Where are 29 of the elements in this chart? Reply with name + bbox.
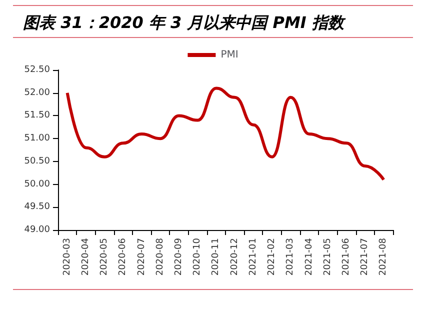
- x-tick-label: 2021-02: [267, 238, 278, 276]
- y-tick-label: 50.00: [24, 179, 50, 190]
- x-tick-label: 2020-11: [211, 238, 222, 276]
- chart-title: 图表 31：2020 年 3 月以来中国 PMI 指数: [13, 5, 413, 38]
- x-tick-label: 2021-05: [322, 238, 333, 276]
- x-tick-label: 2020-04: [80, 238, 91, 276]
- x-tick-label: 2020-08: [155, 238, 166, 276]
- x-tick-label: 2020-07: [136, 238, 147, 276]
- x-tick-label: 2020-03: [62, 238, 72, 276]
- legend-label: PMI: [220, 50, 238, 60]
- y-tick-label: 49.00: [24, 225, 50, 235]
- x-tick-label: 2021-01: [248, 238, 258, 276]
- x-tick-label: 2021-03: [286, 238, 296, 276]
- y-tick-label: 50.50: [24, 156, 50, 166]
- y-tick-label: 51.00: [24, 134, 50, 144]
- x-tick-label: 2020-12: [230, 238, 240, 276]
- x-tick-label: 2021-07: [360, 238, 370, 276]
- x-tick-label: 2020-05: [100, 238, 110, 276]
- x-tick-label: 2021-04: [304, 238, 314, 276]
- y-tick-label: 52.00: [24, 88, 50, 98]
- x-tick-label: 2021-08: [378, 238, 389, 276]
- x-tick-label: 2021-06: [341, 238, 352, 276]
- x-tick-label: 2020-09: [174, 238, 184, 276]
- x-tick-label: 2020-10: [192, 238, 203, 276]
- y-tick-label: 52.50: [24, 65, 50, 75]
- x-tick-label: 2020-06: [118, 238, 128, 276]
- line-series: [66, 86, 386, 182]
- y-tick-label: 49.50: [24, 202, 50, 212]
- y-tick-label: 51.50: [24, 110, 50, 121]
